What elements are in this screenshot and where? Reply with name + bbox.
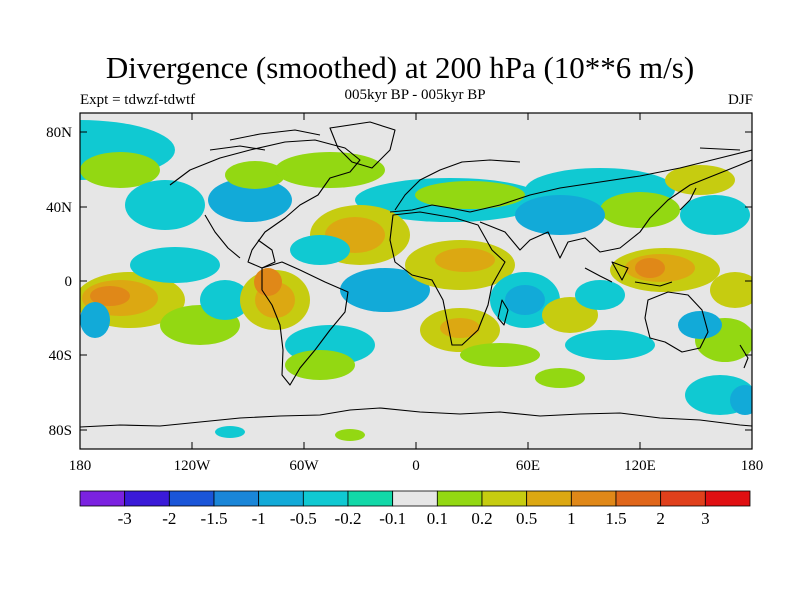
field-contour — [505, 285, 545, 315]
y-tick-label: 0 — [65, 274, 73, 290]
field-contour — [80, 302, 110, 338]
field-contour — [575, 280, 625, 310]
colorbar-labels: -3 -2 -1.5 -1 -0.5 -0.2 -0.1 0.1 0.2 0.5 1 1.5 2 3 — [118, 509, 710, 528]
colorbar-label: -0.5 — [290, 509, 317, 528]
field-contour — [90, 286, 130, 306]
colorbar-swatch — [124, 490, 170, 507]
x-tick-label: 180 — [69, 458, 92, 474]
field-contour — [290, 235, 350, 265]
coastlines — [80, 121, 752, 428]
y-tick-label: 80N — [46, 125, 72, 141]
colorbar-swatch — [392, 490, 438, 507]
divergence-field — [80, 113, 752, 449]
x-tick-label: 120W — [174, 458, 212, 474]
x-tick-label: 60W — [289, 458, 319, 474]
y-tick-label: 40N — [46, 200, 72, 216]
field-contour — [440, 318, 480, 338]
colorbar-swatch — [704, 490, 751, 507]
colorbar-swatch — [347, 490, 394, 507]
field-contour — [80, 152, 160, 188]
x-tick-label: 0 — [412, 458, 420, 474]
colorbar-label: -2 — [162, 509, 176, 528]
colorbar-label: 2 — [656, 509, 665, 528]
field-contour — [730, 385, 752, 415]
field-contour — [515, 195, 605, 235]
field-contour — [215, 426, 245, 438]
field-contour — [254, 268, 282, 296]
colorbar-label: -0.2 — [335, 509, 362, 528]
colorbar-swatch — [436, 490, 483, 507]
y-tick-label: 80S — [49, 423, 72, 439]
colorbar-label: 3 — [701, 509, 710, 528]
field-contour — [710, 272, 752, 308]
period-label: 005kyr BP - 005kyr BP — [344, 87, 486, 103]
colorbar-label: -3 — [118, 509, 132, 528]
field-contour — [340, 268, 430, 312]
colorbar-swatch — [615, 490, 662, 507]
field-contour — [275, 152, 385, 188]
colorbar-swatch — [526, 490, 572, 507]
field-contour — [225, 161, 285, 189]
colorbar-label: -1 — [252, 509, 266, 528]
field-contour — [125, 180, 205, 230]
field-contour — [460, 343, 540, 367]
colorbar-swatch — [570, 490, 617, 507]
colorbar-label: 1 — [567, 509, 576, 528]
colorbar-swatch — [481, 490, 528, 507]
colorbar-label: 1.5 — [605, 509, 626, 528]
field-contour — [635, 258, 665, 278]
field-contour — [600, 192, 680, 228]
map-title: Divergence (smoothed) at 200 hPa (10**6 … — [105, 50, 695, 85]
field-contour — [665, 165, 735, 195]
colorbar-swatch — [213, 490, 260, 507]
y-tick-label: 40S — [49, 348, 72, 364]
axis-ticks — [80, 113, 752, 449]
field-contour — [415, 181, 525, 209]
colorbar-swatch — [79, 490, 126, 507]
colorbar-swatch — [258, 490, 304, 507]
season-label: DJF — [727, 92, 753, 108]
y-axis-labels: 80N 40N 0 40S 80S — [46, 125, 72, 439]
x-tick-label: 180 — [741, 458, 764, 474]
colorbar-swatch — [302, 490, 349, 507]
field-contour — [678, 311, 722, 339]
colorbar-label: 0.2 — [471, 509, 492, 528]
field-contour — [435, 248, 495, 272]
x-tick-label: 60E — [516, 458, 540, 474]
field-contour — [335, 429, 365, 441]
field-contour — [680, 195, 750, 235]
colorbar-label: -0.1 — [379, 509, 406, 528]
colorbar-swatch — [660, 490, 706, 507]
colorbar — [79, 490, 751, 507]
field-contour — [130, 247, 220, 283]
colorbar-swatch — [168, 490, 215, 507]
colorbar-label: -1.5 — [201, 509, 228, 528]
field-contour — [208, 178, 292, 222]
colorbar-label: 0.5 — [516, 509, 537, 528]
x-tick-label: 120E — [624, 458, 656, 474]
field-contour — [285, 350, 355, 380]
field-contour — [200, 280, 250, 320]
field-contour — [535, 368, 585, 388]
experiment-label: Expt = tdwzf-tdwtf — [80, 92, 196, 108]
field-contour — [565, 330, 655, 360]
x-axis-labels: 180 120W 60W 0 60E 120E 180 — [69, 458, 764, 474]
colorbar-label: 0.1 — [427, 509, 448, 528]
